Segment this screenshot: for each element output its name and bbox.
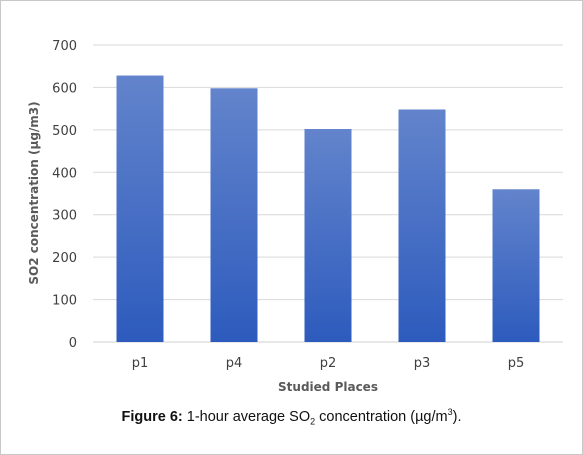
x-tick-label: p4	[226, 356, 243, 371]
y-axis-title: SO2 concentration (µg/m3)	[27, 101, 41, 284]
bar-p4	[210, 88, 258, 342]
x-tick-label: p3	[414, 356, 431, 371]
y-tick-label: 400	[52, 166, 77, 181]
bar-chart: 0 100 200 300 400 500 600 700 p1 p4 p2 p3 p5 SO2 co…	[27, 39, 563, 394]
y-tick-label: 700	[52, 39, 77, 54]
y-axis-ticks: 0 100 200 300 400 500 600 700	[52, 39, 77, 351]
y-tick-label: 300	[52, 209, 77, 224]
caption-text-post: ).	[452, 408, 462, 425]
bar-p3	[398, 109, 446, 343]
bar-p5	[492, 189, 540, 342]
caption-text-mid: concentration (µg/m	[315, 408, 448, 425]
y-tick-label: 200	[52, 251, 77, 266]
caption-text-pre: 1-hour average SO	[186, 408, 311, 425]
bar-p2	[304, 129, 352, 342]
x-axis-title: Studied Places	[278, 380, 378, 394]
figure-caption: Figure 6: 1-hour average SO2 concentrati…	[1, 407, 582, 427]
caption-subscript: 2	[310, 416, 316, 427]
y-tick-label: 0	[69, 336, 77, 351]
y-tick-label: 100	[52, 294, 77, 309]
bars	[116, 75, 540, 343]
figure-label: Figure 6:	[121, 408, 183, 425]
x-tick-label: p5	[508, 356, 525, 371]
x-axis-ticks: p1 p4 p2 p3 p5	[132, 356, 525, 371]
bar-p1	[116, 75, 164, 342]
caption-superscript: 3	[447, 407, 453, 417]
y-tick-label: 600	[52, 81, 77, 96]
y-tick-label: 500	[52, 124, 77, 139]
x-tick-label: p2	[320, 356, 337, 371]
x-tick-label: p1	[132, 356, 149, 371]
